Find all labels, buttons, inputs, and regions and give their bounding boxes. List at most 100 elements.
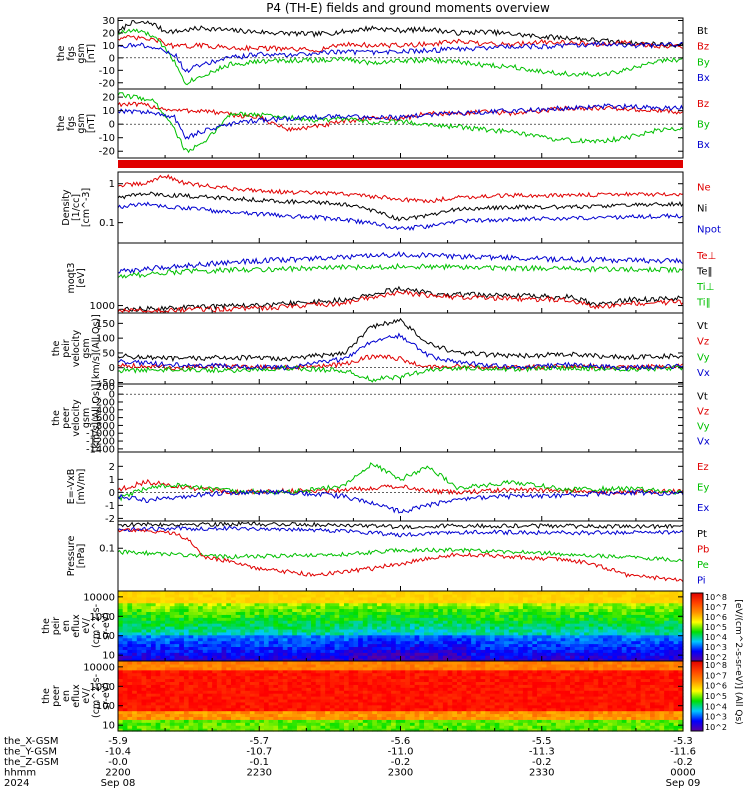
y-axis-label-line: sr-eV) xyxy=(101,612,112,640)
heatmap-cell xyxy=(329,637,336,642)
heatmap-cell xyxy=(471,599,477,604)
heatmap-cell xyxy=(621,599,628,604)
heatmap-cell xyxy=(282,690,289,694)
heatmap-cell xyxy=(231,652,237,656)
heatmap-cell xyxy=(433,728,439,732)
heatmap-cell xyxy=(127,623,133,627)
heatmap-cell xyxy=(353,661,359,665)
heatmap-cell xyxy=(122,658,129,662)
heatmap-cell xyxy=(169,655,176,659)
heatmap-cell xyxy=(231,681,237,685)
heatmap-cell xyxy=(183,725,190,729)
heatmap-cell xyxy=(405,716,411,720)
heatmap-cell xyxy=(160,684,166,688)
heatmap-cell xyxy=(259,602,265,607)
heatmap-cell xyxy=(254,599,260,604)
heatmap-cell xyxy=(240,602,246,607)
heatmap-cell xyxy=(132,704,138,709)
heatmap-cell xyxy=(579,617,585,621)
heatmap-cell xyxy=(249,626,256,630)
heatmap-cell xyxy=(372,652,378,656)
heatmap-cell xyxy=(188,713,194,718)
heatmap-cell xyxy=(461,661,468,665)
heatmap-cell xyxy=(372,596,378,601)
heatmap-cell xyxy=(457,693,463,697)
heatmap-cell xyxy=(320,652,326,656)
heatmap-cell xyxy=(494,599,500,604)
heatmap-cell xyxy=(353,608,359,613)
heatmap-cell xyxy=(221,605,227,610)
heatmap-cell xyxy=(344,722,350,726)
heatmap-cell xyxy=(282,681,289,685)
heatmap-cell xyxy=(212,591,218,595)
heatmap-cell xyxy=(654,637,661,642)
heatmap-cell xyxy=(640,631,646,636)
heatmap-cell xyxy=(673,649,679,653)
heatmap-cell xyxy=(292,626,298,630)
heatmap-cell xyxy=(348,640,355,645)
heatmap-cell xyxy=(296,614,303,618)
heatmap-cell xyxy=(245,672,251,677)
heatmap-cell xyxy=(457,593,463,598)
y-tick-label: -200 xyxy=(92,397,115,408)
heatmap-cell xyxy=(395,690,402,694)
heatmap-cell xyxy=(348,611,355,615)
heatmap-cell xyxy=(461,593,468,598)
heatmap-cell xyxy=(320,628,326,633)
heatmap-cell xyxy=(165,716,171,720)
heatmap-cell xyxy=(372,722,378,726)
heatmap-cell xyxy=(480,620,486,624)
heatmap-cell xyxy=(584,608,590,613)
heatmap-cell xyxy=(409,716,416,720)
heatmap-cell xyxy=(259,687,265,691)
heatmap-cell xyxy=(278,591,284,595)
heatmap-cell xyxy=(499,646,505,650)
heatmap-cell xyxy=(640,655,646,659)
heatmap-cell xyxy=(150,631,157,636)
heatmap-cell xyxy=(428,661,435,665)
heatmap-cell xyxy=(631,623,637,627)
heatmap-cell xyxy=(216,634,223,639)
heatmap-cell xyxy=(231,669,237,674)
heatmap-cell xyxy=(259,698,265,703)
heatmap-cell xyxy=(386,666,392,671)
heatmap-cell xyxy=(249,637,256,642)
heatmap-cell xyxy=(212,681,218,685)
y-axis-label-line: the xyxy=(51,341,62,357)
heatmap-cell xyxy=(386,637,392,642)
heatmap-cell xyxy=(240,710,246,715)
heatmap-cell xyxy=(631,631,637,636)
heatmap-cell xyxy=(400,658,406,662)
heatmap-cell xyxy=(339,655,345,659)
heatmap-cell xyxy=(169,617,176,621)
heatmap-cell xyxy=(626,617,632,621)
heatmap-cell xyxy=(607,655,613,659)
series-line-By xyxy=(117,28,684,86)
heatmap-cell xyxy=(202,722,209,726)
heatmap-cell xyxy=(678,637,684,642)
heatmap-cell xyxy=(268,661,274,665)
heatmap-cell xyxy=(461,640,468,645)
heatmap-cell xyxy=(508,605,515,610)
heatmap-cell xyxy=(306,593,312,598)
heatmap-cell xyxy=(546,646,552,650)
heatmap-cell xyxy=(301,704,307,709)
heatmap-cell xyxy=(179,605,185,610)
heatmap-cell xyxy=(165,678,171,683)
heatmap-cell xyxy=(522,608,529,613)
heatmap-cell xyxy=(518,593,524,598)
heatmap-cell xyxy=(344,678,350,683)
heatmap-cell xyxy=(466,643,472,648)
heatmap-cell xyxy=(659,655,665,659)
heatmap-cell xyxy=(160,661,166,665)
heatmap-cell xyxy=(395,637,402,642)
heatmap-cell xyxy=(273,701,279,706)
series-line-Ey xyxy=(117,462,684,502)
heatmap-cell xyxy=(631,591,637,595)
heatmap-cell xyxy=(673,593,679,598)
heatmap-cell xyxy=(245,623,251,627)
heatmap-cell xyxy=(193,655,199,659)
heatmap-cell xyxy=(391,704,397,709)
heatmap-cell xyxy=(179,690,185,694)
heatmap-cell xyxy=(141,655,147,659)
